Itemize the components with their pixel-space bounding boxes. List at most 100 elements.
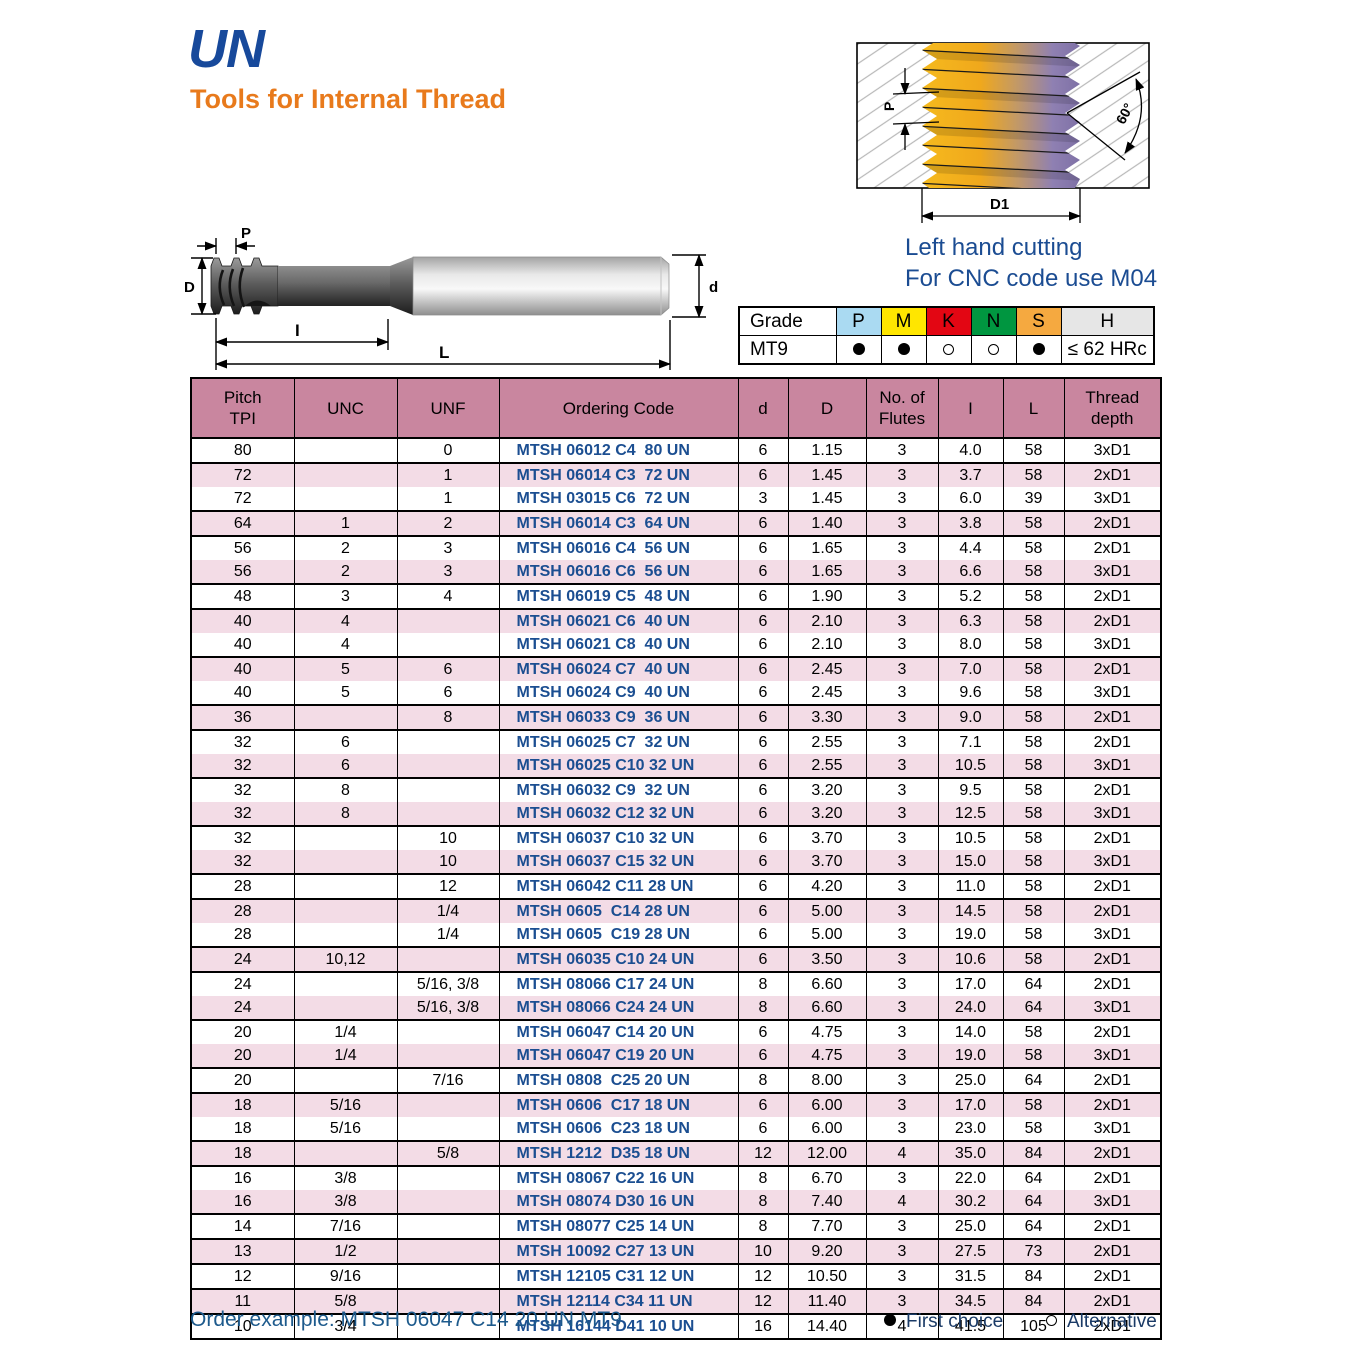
spec-cell-D: 10.50 — [787, 1264, 867, 1290]
spec-cell-l: 19.0 — [937, 923, 1004, 948]
spec-cell-code: MTSH 03015 C6 72 UN — [498, 487, 739, 512]
spec-row: 20 7/16 MTSH 0808 C25 20 UN 8 8.00 3 25.0 64 2xD… — [190, 1068, 1162, 1094]
order-example: Order example: MTSH 06047 C14 20 UN MT9 — [190, 1308, 622, 1331]
spec-cell-unf — [396, 1289, 500, 1315]
spec-cell-pitch: 16 — [190, 1166, 295, 1190]
tool-cone — [390, 257, 413, 315]
spec-cell-d: 6 — [737, 899, 789, 923]
spec-row: 40 4 MTSH 06021 C6 40 UN 6 2.10 3 6.3 58 2xD1 — [190, 609, 1162, 633]
spec-row: 18 5/8 MTSH 1212 D35 18 UN 12 12.00 4 35.0 84 2x… — [190, 1141, 1162, 1167]
spec-cell-unf — [396, 1314, 500, 1339]
spec-cell-D: 4.75 — [787, 1044, 867, 1069]
spec-cell-D: 2.45 — [787, 657, 867, 681]
spec-row: 24 10,12 MTSH 06035 C10 24 UN 6 3.50 3 10.6 58 2… — [190, 947, 1162, 973]
spec-cell-d: 6 — [737, 609, 789, 633]
spec-cell-unc: 1/4 — [293, 1044, 398, 1069]
spec-header-l: I — [937, 377, 1004, 439]
spec-cell-unf: 7/16 — [396, 1068, 500, 1094]
spec-cell-code: MTSH 06047 C19 20 UN — [498, 1044, 739, 1069]
spec-cell-flutes: 3 — [865, 1166, 939, 1190]
spec-cell-d: 6 — [737, 1020, 789, 1044]
spec-cell-L: 58 — [1002, 874, 1065, 900]
spec-row: 56 2 3 MTSH 06016 C6 56 UN 6 1.65 3 6.6 58 3xD1 — [190, 560, 1162, 585]
spec-cell-unf: 5/8 — [396, 1141, 500, 1167]
spec-cell-unf: 10 — [396, 826, 500, 850]
spec-cell-d: 6 — [737, 438, 789, 464]
spec-cell-code: MTSH 06033 C9 36 UN — [498, 705, 739, 731]
spec-cell-unc: 2 — [293, 536, 398, 560]
spec-cell-pitch: 16 — [190, 1190, 295, 1215]
spec-cell-pitch: 28 — [190, 899, 295, 923]
spec-cell-D: 9.20 — [787, 1239, 867, 1265]
spec-cell-l: 9.0 — [937, 705, 1004, 731]
spec-cell-depth: 2xD1 — [1063, 972, 1162, 996]
spec-cell-d: 6 — [737, 1117, 789, 1142]
spec-cell-code: MTSH 08066 C24 24 UN — [498, 996, 739, 1021]
spec-cell-unc — [293, 874, 398, 900]
spec-header-row: Pitch TPI UNC UNF Ordering Code d D No. of Flu… — [190, 377, 1162, 439]
spec-cell-depth: 3xD1 — [1063, 754, 1162, 779]
spec-cell-unc — [293, 1141, 398, 1167]
legend-first-choice: First choice — [884, 1311, 1003, 1333]
spec-cell-depth: 2xD1 — [1063, 1020, 1162, 1044]
spec-cell-code: MTSH 06024 C7 40 UN — [498, 657, 739, 681]
spec-cell-flutes: 4 — [865, 1190, 939, 1215]
spec-cell-D: 3.30 — [787, 705, 867, 731]
spec-cell-code: MTSH 06021 C8 40 UN — [498, 633, 739, 658]
spec-cell-code: MTSH 06032 C12 32 UN — [498, 802, 739, 827]
spec-cell-code: MTSH 12114 C34 11 UN — [498, 1289, 739, 1315]
spec-cell-code: MTSH 06032 C9 32 UN — [498, 778, 739, 802]
spec-cell-unc: 3 — [293, 584, 398, 610]
spec-cell-L: 58 — [1002, 754, 1065, 779]
spec-cell-d: 6 — [737, 536, 789, 560]
page-subtitle: Tools for Internal Thread — [190, 84, 507, 114]
grade-col-n: N — [970, 306, 1017, 336]
spec-cell-unc — [293, 705, 398, 731]
spec-cell-unc: 1/4 — [293, 1020, 398, 1044]
spec-cell-L: 64 — [1002, 1068, 1065, 1094]
spec-cell-flutes: 4 — [865, 1141, 939, 1167]
spec-cell-unf — [396, 1117, 500, 1142]
spec-cell-depth: 2xD1 — [1063, 1289, 1162, 1315]
spec-cell-depth: 2xD1 — [1063, 463, 1162, 487]
spec-cell-L: 84 — [1002, 1289, 1065, 1315]
thread-stud — [922, 43, 1080, 188]
spec-cell-l: 24.0 — [937, 996, 1004, 1021]
spec-row: 32 10 MTSH 06037 C10 32 UN 6 3.70 3 10.5 58 2xD1 — [190, 826, 1162, 850]
spec-cell-depth: 2xD1 — [1063, 826, 1162, 850]
spec-cell-d: 6 — [737, 826, 789, 850]
spec-cell-l: 17.0 — [937, 1093, 1004, 1117]
spec-row: 12 9/16 MTSH 12105 C31 12 UN 12 10.50 3 31.5 84… — [190, 1264, 1162, 1290]
spec-cell-code: MTSH 06014 C3 72 UN — [498, 463, 739, 487]
spec-cell-depth: 2xD1 — [1063, 1214, 1162, 1240]
spec-cell-d: 6 — [737, 802, 789, 827]
spec-cell-unc: 5 — [293, 657, 398, 681]
spec-row: 16 3/8 MTSH 08067 C22 16 UN 8 6.70 3 22.0 64 2xD… — [190, 1166, 1162, 1190]
spec-cell-pitch: 32 — [190, 826, 295, 850]
spec-cell-depth: 2xD1 — [1063, 705, 1162, 731]
spec-cell-l: 7.1 — [937, 730, 1004, 754]
spec-cell-pitch: 40 — [190, 609, 295, 633]
grade-mark-k — [925, 335, 972, 365]
spec-cell-pitch: 24 — [190, 972, 295, 996]
spec-cell-unc — [293, 487, 398, 512]
spec-cell-L: 58 — [1002, 899, 1065, 923]
spec-cell-d: 8 — [737, 972, 789, 996]
spec-cell-unc: 6 — [293, 754, 398, 779]
spec-cell-D: 6.60 — [787, 972, 867, 996]
spec-cell-L: 58 — [1002, 705, 1065, 731]
spec-cell-unc: 5/8 — [293, 1289, 398, 1315]
spec-row: 16 3/8 MTSH 08074 D30 16 UN 8 7.40 4 30.2 64 3xD… — [190, 1190, 1162, 1215]
spec-cell-pitch: 18 — [190, 1093, 295, 1117]
spec-cell-code: MTSH 06025 C7 32 UN — [498, 730, 739, 754]
spec-cell-pitch: 11 — [190, 1289, 295, 1315]
spec-cell-unc: 9/16 — [293, 1264, 398, 1290]
spec-cell-unc — [293, 972, 398, 996]
spec-cell-D: 1.15 — [787, 438, 867, 464]
spec-cell-unf — [396, 1239, 500, 1265]
spec-cell-l: 19.0 — [937, 1044, 1004, 1069]
spec-cell-d: 16 — [737, 1314, 789, 1339]
spec-row: 40 5 6 MTSH 06024 C7 40 UN 6 2.45 3 7.0 58 2xD1 — [190, 657, 1162, 681]
spec-cell-code: MTSH 06025 C10 32 UN — [498, 754, 739, 779]
spec-cell-D: 1.65 — [787, 536, 867, 560]
